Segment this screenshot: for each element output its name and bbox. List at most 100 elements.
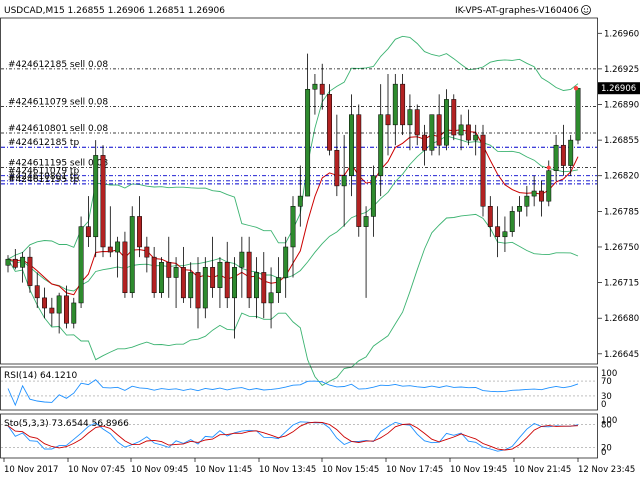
- price-tick-label: 1.26715: [604, 279, 639, 289]
- order-label: #424611195 sell 0.08: [8, 159, 108, 169]
- candle: [49, 307, 55, 314]
- candle: [495, 226, 501, 238]
- candle: [56, 295, 62, 314]
- order-marker-icon: [546, 165, 551, 170]
- candle: [12, 258, 18, 268]
- candle: [414, 109, 420, 136]
- current-price-label: 1.26906: [601, 84, 636, 94]
- candle: [378, 114, 384, 176]
- price-tick-label: 1.26820: [604, 172, 639, 182]
- candle: [392, 83, 398, 126]
- stoch-level-label: 20: [601, 443, 612, 453]
- candle: [5, 258, 11, 266]
- candle: [546, 170, 552, 202]
- candle: [173, 267, 179, 278]
- candle: [356, 114, 362, 227]
- candle: [444, 99, 449, 146]
- time-tick-label: 12 Nov 23:45: [578, 465, 635, 475]
- rsi-level-label: 70: [601, 377, 612, 387]
- candle: [509, 211, 515, 232]
- time-tick-label: 10 Nov 2017: [4, 465, 58, 475]
- candle: [195, 272, 201, 309]
- candle: [180, 267, 186, 299]
- candle: [451, 99, 457, 136]
- candle: [115, 241, 121, 253]
- candle: [407, 109, 413, 126]
- time-tick-label: 10 Nov 15:45: [322, 465, 379, 475]
- candle: [71, 302, 77, 324]
- candle: [137, 216, 142, 248]
- rsi-level-label: 0: [601, 400, 606, 410]
- time-tick-label: 10 Nov 07:45: [68, 465, 125, 475]
- time-axis: 10 Nov 2017 10 Nov 07:45 10 Nov 09:45 10 No…: [3, 458, 635, 475]
- candle: [166, 261, 172, 278]
- time-tick-label: 10 Nov 13:45: [259, 465, 316, 475]
- candle: [239, 251, 245, 268]
- stoch-label: Sto(5,3,3) 73.6544 56.8966: [4, 419, 129, 429]
- chart-title: USDCAD,M15 1.26855 1.26906 1.26851 1.269…: [4, 6, 225, 16]
- order-label: #424610801 tp: [8, 172, 79, 182]
- time-tick-label: 10 Nov 11:45: [195, 465, 252, 475]
- stoch-signal-line: [7, 421, 579, 451]
- candle: [297, 195, 303, 207]
- order-label: #424610801 sell 0.08: [8, 124, 108, 134]
- candle: [246, 251, 252, 299]
- price-tick-label: 1.26855: [604, 136, 639, 146]
- candle: [129, 216, 135, 294]
- candle: [465, 124, 471, 141]
- candle: [305, 88, 311, 197]
- price-tick-label: 1.26925: [604, 65, 639, 75]
- candle: [202, 267, 208, 309]
- order-label: #424612185 sell 0.08: [8, 60, 108, 70]
- candle: [275, 277, 281, 294]
- candle: [254, 272, 259, 299]
- candle: [370, 175, 376, 217]
- stoch-level-label: 100: [601, 416, 617, 426]
- candle: [261, 272, 267, 304]
- rsi-level-label: 30: [601, 392, 612, 402]
- order-label: #424611195 tp: [8, 175, 79, 185]
- candle: [429, 114, 435, 151]
- candle: [531, 190, 537, 197]
- candle: [151, 256, 157, 294]
- time-tick-label: 10 Nov 09:45: [131, 465, 188, 475]
- candle: [290, 206, 296, 248]
- rsi-line: [7, 379, 579, 407]
- smiley-icon: [581, 5, 591, 15]
- candle: [517, 206, 522, 212]
- candle: [502, 231, 508, 238]
- candle: [93, 155, 99, 238]
- candle: [20, 256, 26, 268]
- candle: [27, 256, 33, 286]
- candle: [122, 241, 128, 294]
- candle: [159, 261, 164, 294]
- stoch-level-label: 0: [601, 448, 606, 458]
- candle: [363, 216, 369, 227]
- price-tick-label: 1.26645: [604, 350, 639, 360]
- candle: [217, 261, 223, 288]
- candle: [64, 295, 69, 324]
- time-tick-label: 10 Nov 17:45: [386, 465, 443, 475]
- price-tick-label: 1.26680: [604, 314, 639, 324]
- price-tick-label: 1.26750: [604, 243, 639, 253]
- current-price-badge: [598, 82, 640, 95]
- candle: [539, 190, 544, 202]
- candle: [480, 134, 486, 207]
- candle: [224, 261, 230, 299]
- candle: [283, 246, 289, 278]
- price-chart[interactable]: 1.26960 1.26925 1.26890 1.26855 1.26820 1.267…: [0, 17, 640, 386]
- order-marker-icon: [573, 86, 579, 91]
- candle: [560, 144, 566, 166]
- bollinger-lower-band: [7, 213, 579, 386]
- candle: [319, 83, 325, 95]
- candle: [568, 139, 574, 166]
- candle: [400, 83, 406, 126]
- candle: [436, 114, 442, 146]
- candle: [312, 83, 318, 90]
- price-tick-label: 1.26890: [604, 101, 639, 111]
- candle: [341, 175, 347, 187]
- candle: [458, 124, 464, 136]
